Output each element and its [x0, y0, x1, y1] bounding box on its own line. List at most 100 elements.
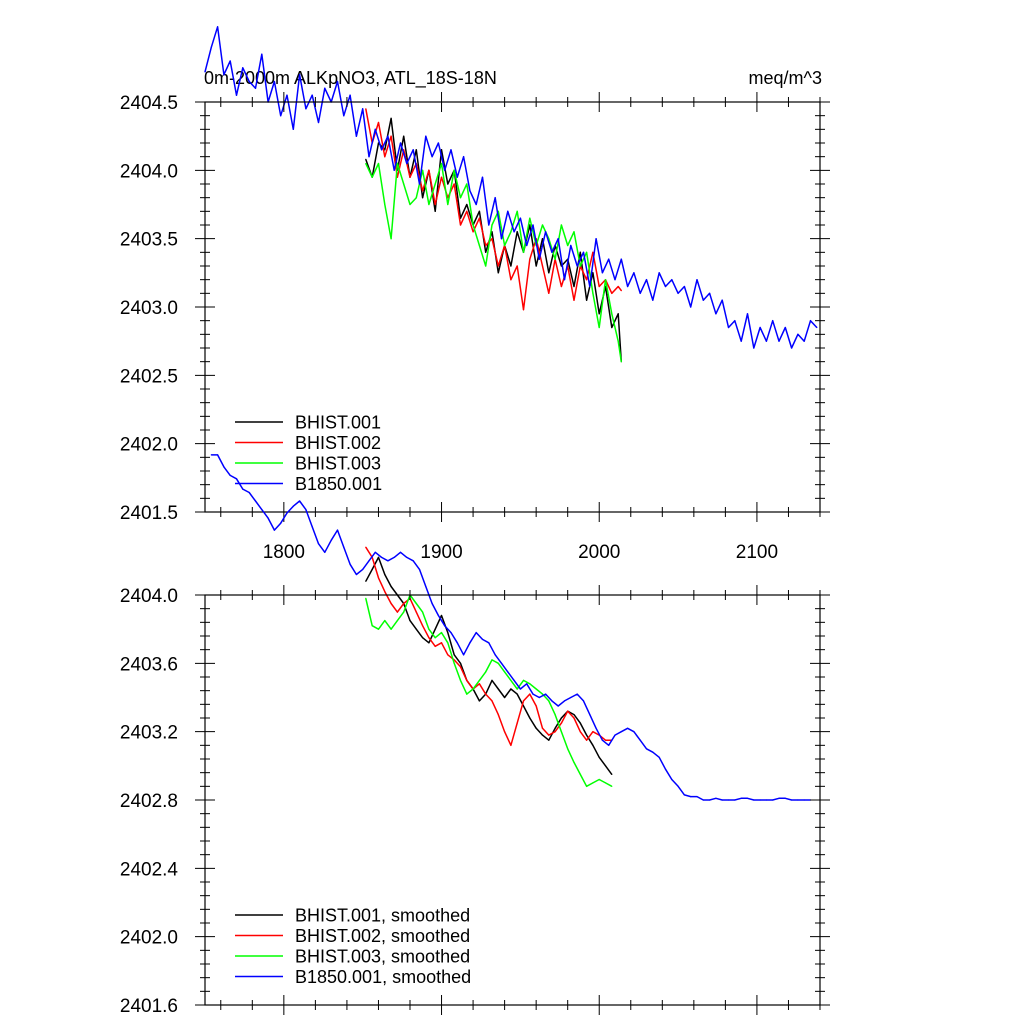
- data-point: [522, 309, 525, 311]
- data-point: [273, 529, 275, 531]
- data-point: [778, 340, 780, 342]
- data-point: [422, 625, 424, 627]
- data-point: [384, 573, 386, 576]
- legend-label: BHIST.001, smoothed: [295, 906, 470, 926]
- data-point: [548, 739, 550, 741]
- data-point: [582, 700, 585, 702]
- data-point: [491, 679, 493, 682]
- data-point: [541, 265, 544, 267]
- data-point: [381, 149, 383, 151]
- data-point: [343, 546, 345, 548]
- data-point: [434, 628, 436, 630]
- data-point: [343, 115, 345, 117]
- data-point: [513, 679, 515, 682]
- data-point: [491, 238, 493, 240]
- data-point: [554, 727, 556, 729]
- data-point: [538, 258, 540, 260]
- data-point: [459, 224, 462, 226]
- data-point: [791, 799, 793, 801]
- data-point: [377, 121, 380, 124]
- data-point: [466, 203, 468, 206]
- legend-label: BHIST.002, smoothed: [295, 926, 470, 946]
- data-point: [573, 714, 575, 716]
- data-point: [560, 722, 563, 724]
- series-line-b1850-001: [204, 26, 818, 349]
- data-point: [396, 620, 398, 622]
- data-point: [677, 785, 679, 787]
- data-point: [317, 543, 320, 545]
- data-point: [510, 744, 512, 746]
- data-point: [365, 108, 367, 110]
- data-point: [507, 671, 509, 673]
- data-point: [418, 183, 421, 185]
- data-point: [488, 224, 490, 226]
- data-point: [481, 176, 484, 178]
- data-point: [500, 238, 503, 240]
- data-point: [601, 272, 604, 274]
- data-point: [235, 478, 238, 480]
- data-point: [403, 611, 405, 613]
- data-point: [223, 74, 225, 76]
- data-point: [573, 299, 575, 301]
- y-tick-label: 2402.0: [120, 928, 178, 949]
- data-point: [273, 80, 275, 83]
- x-tick-label: 2100: [736, 542, 778, 563]
- data-point: [362, 108, 364, 110]
- data-point: [696, 279, 698, 281]
- legend-label: BHIST.002: [295, 433, 381, 453]
- data-point: [671, 778, 673, 781]
- data-point: [412, 149, 414, 151]
- data-point: [459, 197, 462, 199]
- data-point: [390, 602, 392, 605]
- data-point: [434, 210, 436, 212]
- data-point: [481, 638, 484, 641]
- data-point: [592, 782, 594, 784]
- data-point: [403, 183, 405, 185]
- data-point: [463, 156, 465, 158]
- y-tick-label: 2403.5: [120, 230, 178, 251]
- data-point: [422, 190, 424, 192]
- data-point: [393, 556, 395, 559]
- data-point: [576, 693, 578, 695]
- data-point: [586, 739, 588, 741]
- data-point: [390, 117, 392, 119]
- data-point: [478, 700, 480, 702]
- data-point: [551, 700, 553, 702]
- data-point: [349, 563, 351, 565]
- data-point: [541, 238, 544, 240]
- data-point: [210, 454, 212, 456]
- data-point: [494, 654, 496, 656]
- data-point: [261, 53, 263, 55]
- data-point: [497, 265, 499, 267]
- data-point: [431, 602, 433, 605]
- data-point: [532, 693, 534, 695]
- data-point: [466, 693, 468, 695]
- data-point: [671, 279, 673, 281]
- data-point: [589, 285, 591, 288]
- data-point: [753, 799, 755, 801]
- data-point: [292, 128, 294, 130]
- data-point: [516, 693, 518, 695]
- data-point: [803, 340, 805, 342]
- y-tick-label: 2403.2: [120, 723, 178, 744]
- y-tick-label: 2402.5: [120, 366, 178, 387]
- data-point: [497, 662, 499, 664]
- data-point: [535, 265, 537, 267]
- bottom-panel: 2401.6 2402.0 2402.4 2402.8 2403.2 2403.6 2404…: [120, 454, 830, 1017]
- data-point: [516, 722, 518, 724]
- data-point: [608, 258, 610, 260]
- data-point: [516, 688, 518, 690]
- data-point: [491, 659, 493, 661]
- data-point: [472, 231, 474, 233]
- data-point: [409, 620, 411, 622]
- data-point: [485, 244, 487, 247]
- data-point: [664, 285, 667, 288]
- data-point: [286, 512, 288, 514]
- data-point: [248, 491, 250, 494]
- data-point: [434, 183, 436, 185]
- data-point: [324, 87, 326, 89]
- y-tick-label: 2404.5: [120, 93, 178, 114]
- data-point: [696, 796, 698, 798]
- y-tick-label: 2404.0: [120, 161, 178, 182]
- data-point: [440, 632, 443, 634]
